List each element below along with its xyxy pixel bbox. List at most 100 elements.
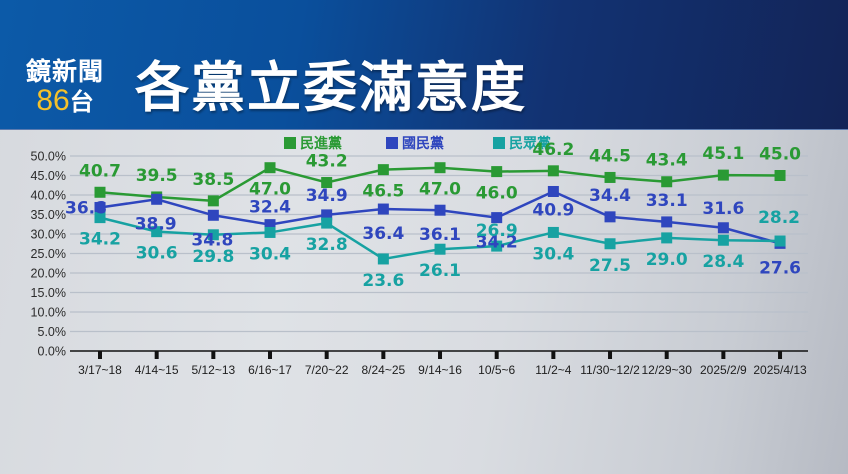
- data-label: 34.2: [476, 233, 518, 253]
- chart-series: [94, 162, 786, 265]
- legend-item-dpp: 民進黨: [284, 133, 342, 153]
- data-label: 38.5: [192, 170, 234, 190]
- data-point-marker: [207, 195, 219, 207]
- data-label: 32.4: [249, 198, 291, 218]
- data-label: 43.4: [646, 151, 688, 171]
- data-label: 39.5: [136, 166, 178, 186]
- data-label: 46.5: [362, 182, 404, 202]
- data-label: 34.9: [306, 186, 348, 206]
- y-tick-label: 15.0%: [31, 286, 66, 300]
- channel-logo: 鏡新聞 86台: [20, 58, 110, 121]
- data-label: 33.1: [646, 191, 688, 211]
- data-label: 45.0: [759, 145, 801, 165]
- data-label: 40.9: [532, 200, 574, 220]
- x-tick-label: 8/24~25: [361, 363, 405, 377]
- data-point-marker: [377, 253, 389, 265]
- data-label: 28.4: [702, 252, 744, 272]
- data-point-marker: [717, 222, 729, 234]
- data-label: 36.4: [362, 224, 404, 244]
- y-tick-label: 25.0%: [31, 247, 66, 261]
- data-point-marker: [377, 203, 389, 215]
- x-tick-label: 3/17~18: [78, 363, 122, 377]
- y-tick-label: 50.0%: [31, 150, 66, 164]
- x-axis: 3/17~18 4/14~15 5/12~13 6/16~17 7/20~22 8/24~…: [70, 350, 808, 377]
- data-labels: 40.7 39.5 38.5 47.0 43.2 46.5 47.0 46.0 46.2 44.5…: [65, 140, 801, 291]
- y-tick-label: 10.0%: [31, 306, 66, 320]
- data-label: 27.5: [589, 256, 631, 276]
- data-point-marker: [491, 212, 503, 224]
- x-tick-label: 6/16~17: [248, 363, 292, 377]
- legend-swatch-icon: [386, 137, 398, 149]
- data-point-marker: [151, 226, 163, 238]
- data-label: 47.0: [249, 180, 291, 200]
- data-label: 46.0: [476, 184, 518, 204]
- x-tick-mark: [154, 351, 159, 359]
- legend-swatch-icon: [493, 137, 505, 149]
- data-point-marker: [94, 186, 106, 198]
- data-point-marker: [264, 162, 276, 174]
- x-tick-mark: [324, 351, 329, 359]
- page-title: 各黨立委滿意度: [135, 55, 527, 119]
- data-point-marker: [434, 204, 446, 216]
- header-banner: 鏡新聞 86台 各黨立委滿意度: [0, 0, 848, 130]
- data-point-marker: [434, 162, 446, 174]
- data-point-marker: [661, 232, 673, 244]
- data-label: 29.8: [192, 247, 234, 267]
- y-tick-label: 35.0%: [31, 208, 66, 222]
- logo-number: 86: [36, 84, 70, 117]
- x-tick-label: 11/30~12/2: [580, 363, 640, 377]
- data-point-marker: [661, 176, 673, 188]
- data-point-marker: [94, 212, 106, 224]
- logo-channel-number: 86台: [20, 86, 110, 121]
- x-tick-mark: [211, 351, 216, 359]
- data-point-marker: [661, 216, 673, 228]
- x-tick-mark: [608, 351, 613, 359]
- legend-swatch-icon: [284, 137, 296, 149]
- logo-suffix: 台: [69, 89, 94, 116]
- data-point-marker: [491, 240, 503, 252]
- data-point-marker: [207, 209, 219, 221]
- data-label: 32.8: [306, 235, 348, 255]
- y-tick-label: 20.0%: [31, 267, 66, 281]
- y-tick-label: 40.0%: [31, 189, 66, 203]
- legend-label: 民眾黨: [509, 135, 551, 151]
- data-point-marker: [321, 217, 333, 229]
- data-label: 30.4: [249, 244, 291, 264]
- data-point-marker: [547, 185, 559, 197]
- legend-item-kmt: 國民黨: [386, 133, 444, 153]
- data-point-marker: [151, 193, 163, 205]
- data-point-marker: [264, 219, 276, 231]
- legend-label: 民進黨: [300, 135, 342, 151]
- y-tick-label: 30.0%: [31, 228, 66, 242]
- data-label: 34.2: [79, 230, 121, 250]
- data-point-marker: [321, 209, 333, 221]
- legend-item-tpp: 民眾黨: [493, 133, 551, 153]
- data-label: 26.1: [419, 261, 461, 281]
- data-point-marker: [377, 164, 389, 176]
- x-tick-mark: [268, 351, 273, 359]
- y-tick-label: 45.0%: [31, 169, 66, 183]
- data-point-marker: [264, 226, 276, 238]
- data-point-marker: [321, 177, 333, 189]
- y-tick-label: 5.0%: [38, 325, 67, 339]
- data-label: 40.7: [79, 161, 121, 181]
- data-label: 34.8: [191, 230, 233, 250]
- data-point-marker: [774, 170, 786, 181]
- data-label: 28.2: [758, 208, 800, 228]
- x-tick-label: 12/29~30: [642, 363, 693, 377]
- data-label: 36.8: [65, 198, 107, 218]
- data-point-marker: [604, 238, 616, 250]
- x-tick-mark: [494, 351, 499, 359]
- x-tick-label: 2025/2/9: [700, 363, 747, 377]
- y-tick-label: 0.0%: [38, 345, 67, 359]
- data-point-marker: [434, 243, 446, 255]
- legend-label: 國民黨: [402, 135, 444, 151]
- x-tick-label: 2025/4/13: [753, 363, 807, 377]
- data-label: 44.5: [589, 146, 631, 166]
- data-point-marker: [547, 226, 559, 238]
- data-label: 47.0: [419, 180, 461, 200]
- data-point-marker: [774, 235, 786, 247]
- x-tick-label: 9/14~16: [418, 363, 462, 377]
- data-label: 26.9: [476, 221, 518, 241]
